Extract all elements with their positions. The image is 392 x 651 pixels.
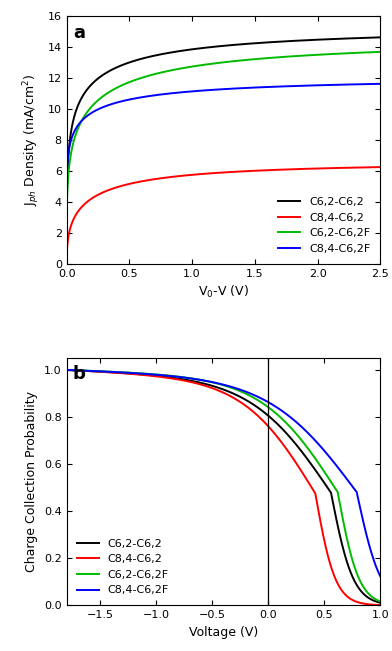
C6,2-C6,2 [80, 92, 85, 100]
C8,4-C6,2F [369, 80, 374, 88]
C8,4-C6,2F [217, 85, 221, 93]
C6,2-C6,2 [378, 33, 383, 41]
C8,4-C6,2 [378, 163, 383, 171]
C8,4-C6,2F [209, 86, 213, 94]
Legend: C6,2-C6,2, C8,4-C6,2, C6,2-C6,2F, C8,4-C6,2F: C6,2-C6,2, C8,4-C6,2, C6,2-C6,2F, C8,4-C… [72, 534, 173, 600]
C6,2-C6,2F [369, 48, 374, 56]
C8,4-C6,2 [64, 260, 69, 268]
C8,4-C6,2 [185, 377, 189, 385]
C8,4-C6,2 [369, 163, 374, 171]
C8,4-C6,2F [64, 198, 69, 206]
C6,2-C6,2 [64, 259, 69, 267]
C8,4-C6,2F [378, 572, 383, 580]
C8,4-C6,2 [119, 369, 123, 377]
Line: C8,4-C6,2: C8,4-C6,2 [67, 167, 380, 264]
C6,2-C6,2F [198, 376, 203, 383]
Line: C6,2-C6,2F: C6,2-C6,2F [67, 52, 380, 240]
C8,4-C6,2F [372, 557, 376, 565]
C6,2-C6,2F [64, 366, 69, 374]
C8,4-C6,2F [185, 374, 189, 381]
X-axis label: V$_0$-V (V): V$_0$-V (V) [198, 284, 249, 300]
C8,4-C6,2 [372, 601, 376, 609]
C8,4-C6,2 [80, 202, 85, 210]
C8,4-C6,2 [338, 585, 343, 592]
C8,4-C6,2 [64, 366, 69, 374]
Line: C8,4-C6,2F: C8,4-C6,2F [67, 370, 380, 576]
C6,2-C6,2 [372, 597, 376, 605]
Line: C8,4-C6,2: C8,4-C6,2 [67, 370, 380, 605]
C8,4-C6,2 [368, 163, 373, 171]
C6,2-C6,2 [369, 34, 374, 42]
C8,4-C6,2F [100, 368, 105, 376]
C8,4-C6,2 [378, 601, 383, 609]
C8,4-C6,2 [100, 368, 105, 376]
C6,2-C6,2 [64, 366, 69, 374]
Text: b: b [73, 365, 86, 383]
Text: a: a [73, 23, 85, 42]
Line: C8,4-C6,2F: C8,4-C6,2F [67, 84, 380, 202]
C6,2-C6,2 [119, 369, 123, 377]
C6,2-C6,2 [217, 42, 221, 50]
C6,2-C6,2 [100, 368, 105, 376]
C6,2-C6,2F [372, 594, 376, 602]
C8,4-C6,2F [378, 80, 383, 88]
C6,2-C6,2F [64, 236, 69, 244]
C6,2-C6,2F [209, 60, 213, 68]
C6,2-C6,2F [311, 51, 316, 59]
C6,2-C6,2F [217, 59, 221, 67]
C6,2-C6,2F [368, 48, 373, 56]
C6,2-C6,2 [338, 533, 343, 541]
C8,4-C6,2 [198, 380, 203, 388]
C6,2-C6,2 [198, 379, 203, 387]
C8,4-C6,2 [209, 169, 213, 177]
X-axis label: Voltage (V): Voltage (V) [189, 626, 258, 639]
C8,4-C6,2F [80, 116, 85, 124]
C8,4-C6,2F [368, 80, 373, 88]
C8,4-C6,2 [311, 165, 316, 173]
C8,4-C6,2F [119, 368, 123, 376]
C8,4-C6,2 [217, 169, 221, 176]
C6,2-C6,2F [378, 598, 383, 605]
C8,4-C6,2F [64, 366, 69, 374]
C6,2-C6,2F [338, 502, 343, 510]
C8,4-C6,2F [311, 81, 316, 89]
C6,2-C6,2 [368, 34, 373, 42]
Line: C6,2-C6,2F: C6,2-C6,2F [67, 370, 380, 602]
C6,2-C6,2F [378, 48, 383, 56]
Y-axis label: Charge Collection Probability: Charge Collection Probability [25, 391, 38, 572]
C6,2-C6,2F [119, 368, 123, 376]
Line: C6,2-C6,2: C6,2-C6,2 [67, 370, 380, 603]
C8,4-C6,2F [338, 467, 343, 475]
C6,2-C6,2 [378, 599, 383, 607]
Y-axis label: J$_{ph}$ Density (mA/cm$^2$): J$_{ph}$ Density (mA/cm$^2$) [22, 74, 42, 206]
C6,2-C6,2F [80, 115, 85, 123]
C6,2-C6,2 [185, 376, 189, 384]
C6,2-C6,2F [185, 374, 189, 381]
Legend: C6,2-C6,2, C8,4-C6,2, C6,2-C6,2F, C8,4-C6,2F: C6,2-C6,2, C8,4-C6,2, C6,2-C6,2F, C8,4-C… [274, 193, 375, 258]
C6,2-C6,2 [311, 36, 316, 44]
C6,2-C6,2 [209, 43, 213, 51]
Line: C6,2-C6,2: C6,2-C6,2 [67, 37, 380, 263]
C8,4-C6,2F [198, 376, 203, 384]
C6,2-C6,2F [100, 367, 105, 375]
